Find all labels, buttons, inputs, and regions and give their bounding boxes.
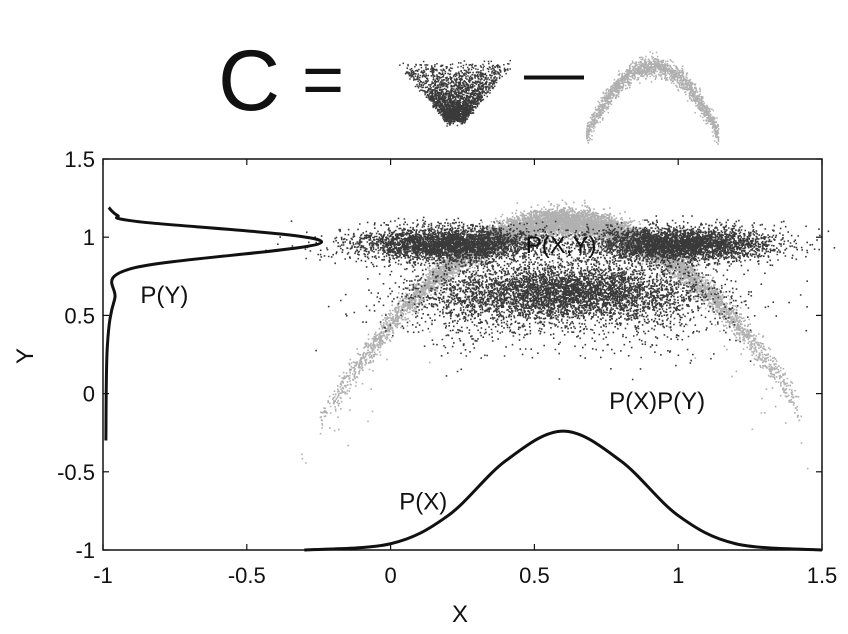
annotation-label: P(X) — [399, 488, 447, 515]
x-axis: -1 -0.5 0 0.5 1 1.5 — [93, 159, 837, 588]
axes-frame — [102, 158, 823, 551]
x-tick-label: 1.5 — [807, 563, 838, 588]
x-tick-label: 0.5 — [519, 563, 550, 588]
series-p-x-p-y — [301, 199, 809, 470]
product-scatter-points — [301, 199, 809, 470]
annotation-label: P(X)P(Y) — [609, 388, 705, 415]
y-tick-label: -1 — [75, 538, 95, 563]
y-tick-label: -0.5 — [57, 460, 95, 485]
equation-minus: — — [524, 39, 584, 106]
series-p-x-curve — [304, 429, 823, 552]
y-axis: -1 -0.5 0 0.5 1 1.5 — [57, 147, 822, 563]
equation: C = — — [218, 33, 720, 145]
y-tick-label: 0.5 — [64, 303, 95, 328]
y-axis-label: Y — [12, 348, 39, 364]
series-p-x-y — [265, 215, 836, 381]
x-tick-label: 1 — [672, 563, 684, 588]
annotations: P(X,Y) P(Y) P(X)P(Y) P(X) — [140, 232, 705, 515]
y-tick-label: 1.5 — [64, 147, 95, 172]
x-axis-label: X — [452, 601, 468, 628]
x-tick-label: 0 — [384, 563, 396, 588]
joint-scatter-points — [265, 215, 836, 381]
annotation-label: P(Y) — [140, 282, 188, 309]
product-distribution-icon — [586, 51, 720, 145]
x-tick-label: -1 — [93, 563, 113, 588]
y-tick-label: 0 — [83, 382, 95, 407]
x-tick-label: -0.5 — [228, 563, 266, 588]
series-p-y-curve — [104, 206, 324, 441]
annotation-label: P(X,Y) — [526, 232, 597, 259]
joint-distribution-icon — [399, 59, 511, 127]
plot-area: -1 -0.5 0 0.5 1 1.5 -1 -0.5 0 0.5 1 1.5 X Y P(X,Y)… — [12, 147, 837, 628]
equation-equals: = — [302, 40, 344, 120]
joint-icon-points — [399, 59, 511, 127]
equation-lhs: C — [218, 33, 280, 129]
y-tick-label: 1 — [83, 225, 95, 250]
product-icon-points — [586, 51, 720, 145]
